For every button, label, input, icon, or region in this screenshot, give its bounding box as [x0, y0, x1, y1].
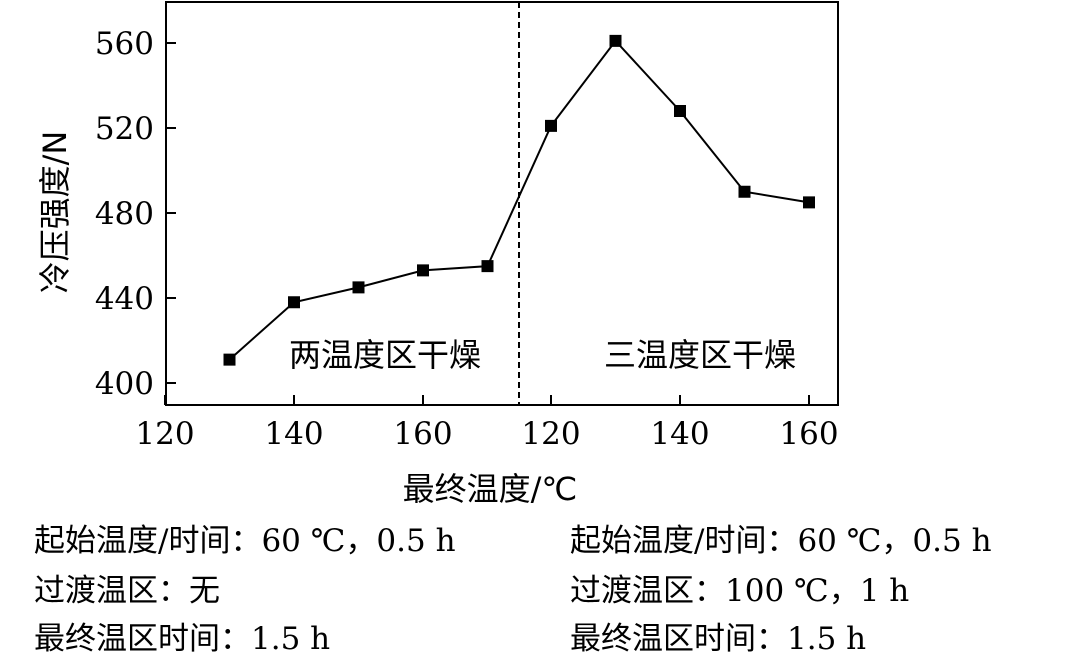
data-point-marker	[288, 296, 300, 309]
data-point-marker	[803, 196, 815, 209]
y-axis-label: 冷压强度/N	[36, 131, 74, 294]
caption-left-final: 最终温区时间：1.5 h	[34, 621, 331, 657]
caption-right-start: 起始温度/时间：60 ℃，0.5 h	[570, 523, 992, 559]
series-lines	[228, 39, 810, 361]
x-tick-label: 140	[650, 416, 709, 452]
plot-frame	[165, 1, 839, 406]
data-point-marker	[481, 260, 494, 273]
x-tick-label: 120	[135, 416, 194, 452]
data-point-marker	[738, 185, 751, 198]
x-tick-label: 120	[521, 416, 580, 452]
data-point-marker	[609, 34, 622, 47]
y-tick-label: 480	[95, 196, 154, 232]
data-point-marker	[417, 264, 429, 277]
y-axis: 400 440 480 520 560	[95, 26, 176, 402]
y-tick-label: 520	[95, 111, 154, 147]
y-tick-label: 440	[95, 281, 154, 317]
y-tick-label: 400	[95, 366, 154, 402]
x-axis: 120 140 160 120 140 160	[135, 395, 839, 452]
caption-left-transition: 过渡温区：无	[34, 573, 220, 609]
data-point-marker	[674, 105, 686, 117]
y-tick-label: 560	[95, 26, 154, 62]
data-point-marker	[352, 281, 365, 294]
caption-right-transition: 过渡温区：100 ℃，1 h	[570, 573, 910, 609]
x-tick-label: 140	[264, 416, 323, 452]
series-line	[228, 39, 810, 361]
x-tick-label: 160	[393, 416, 452, 452]
x-tick-label: 160	[779, 416, 838, 452]
line-chart: 400 440 480 520 560 120 140 160 120 140 160 两温度区干…	[36, 1, 839, 508]
caption-right-final: 最终温区时间：1.5 h	[570, 621, 867, 657]
x-axis-label: 最终温度/℃	[403, 470, 578, 508]
series-markers	[223, 34, 815, 366]
region-label-two-zone: 两温度区干燥	[289, 336, 481, 374]
data-point-marker	[545, 119, 557, 132]
caption-left-start: 起始温度/时间：60 ℃，0.5 h	[34, 523, 456, 559]
data-point-marker	[223, 353, 236, 366]
region-label-three-zone: 三温度区干燥	[604, 336, 796, 374]
